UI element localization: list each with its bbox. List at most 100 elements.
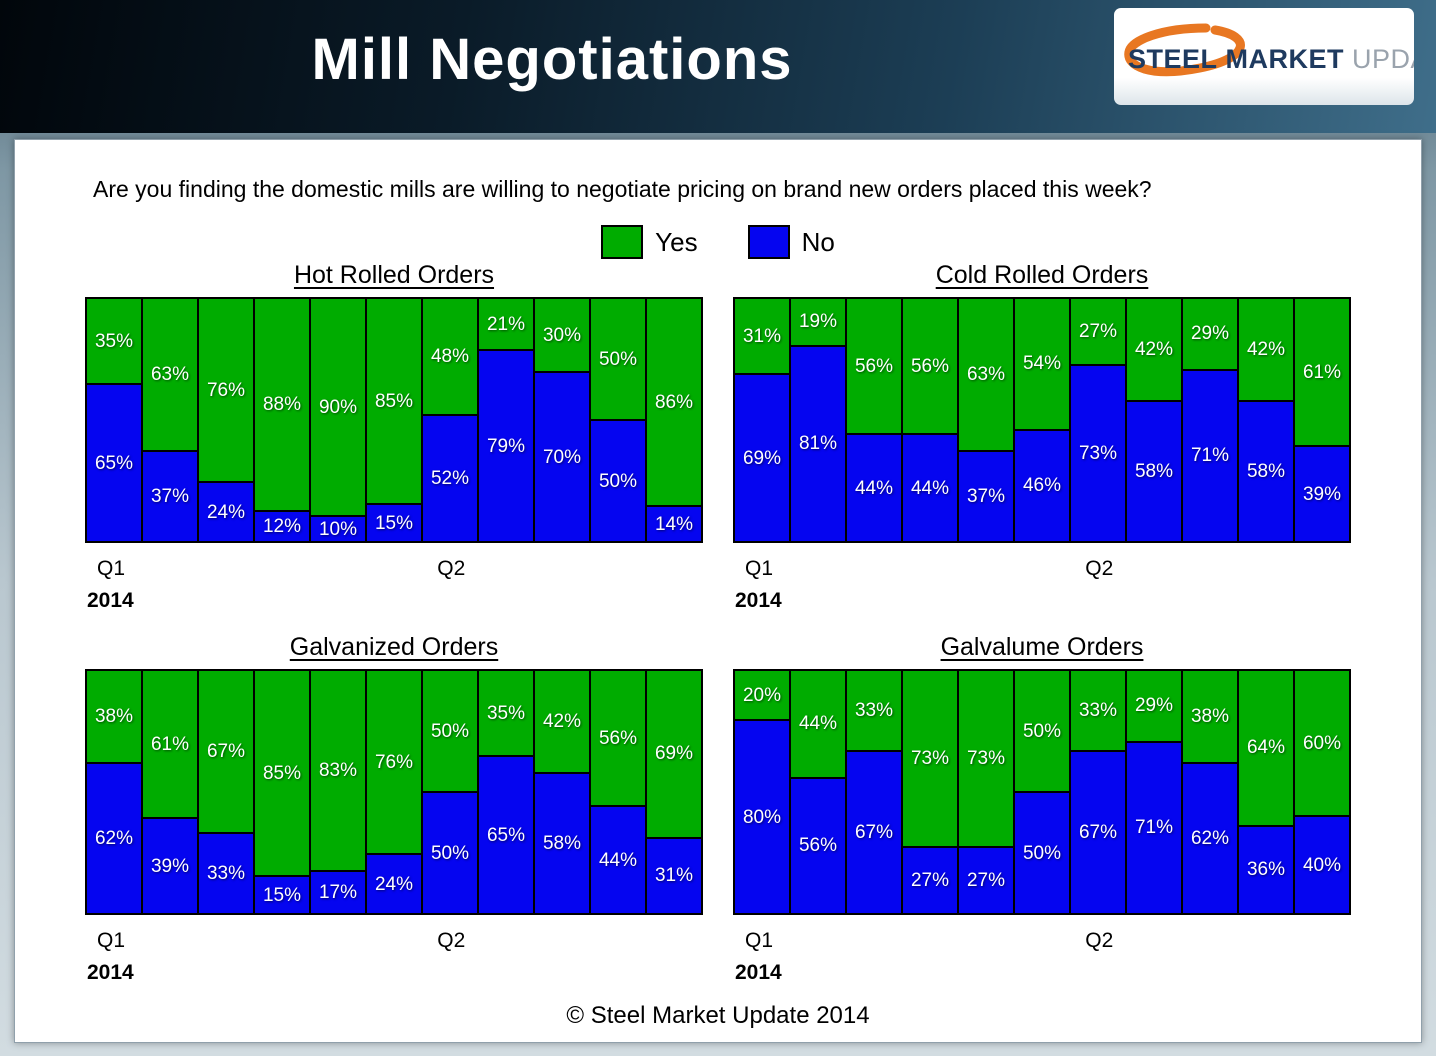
logo-swoosh-icon	[1124, 23, 1245, 77]
logo-word-market: MARKET	[1225, 44, 1345, 74]
bar-segment-yes: 19%	[790, 298, 846, 346]
bar-segment-yes: 29%	[1182, 298, 1238, 370]
bar-segment-yes: 83%	[310, 670, 366, 872]
bar-segment-yes: 35%	[478, 670, 534, 756]
bar-segment-no: 73%	[1070, 364, 1126, 542]
bar-segment-yes: 85%	[366, 298, 422, 504]
bar-value-label-yes: 61%	[1302, 361, 1342, 383]
bar-value-label-yes: 42%	[542, 710, 582, 732]
bar-segment-no: 44%	[902, 434, 958, 542]
bar-segment-yes: 67%	[198, 670, 254, 833]
bar: 42% 58%	[1126, 298, 1182, 542]
bar-value-label-yes: 38%	[1190, 706, 1230, 728]
bar: 83% 17%	[310, 670, 366, 914]
bar-value-label-no: 15%	[374, 512, 414, 534]
chart-hot-rolled-orders: Hot Rolled Orders 35% 65% 63% 37% 76% 24% 88% 12…	[85, 261, 703, 617]
bar-segment-no: 67%	[1070, 751, 1126, 914]
bar-segment-no: 15%	[366, 504, 422, 542]
smu-logo: STEELMARKETUPDATE	[1114, 8, 1414, 105]
bar-segment-no: 44%	[590, 806, 646, 914]
bar-segment-yes: 29%	[1126, 670, 1182, 742]
bar: 44% 56%	[790, 670, 846, 914]
bar-value-label-yes: 73%	[966, 748, 1006, 770]
x-label-q1: Q1	[745, 557, 774, 580]
bars-area-hot-rolled-orders: 35% 65% 63% 37% 76% 24% 88% 12% 90% 10% 85% 15% 48% 5…	[85, 297, 703, 543]
x-axis-hot-rolled-orders: Q1 Q2 2014	[85, 543, 703, 617]
bar-value-label-no: 71%	[1190, 445, 1230, 467]
bar-value-label-yes: 76%	[374, 751, 414, 773]
bar-value-label-no: 39%	[150, 855, 190, 877]
bar-value-label-no: 73%	[1078, 442, 1118, 464]
bar-segment-yes: 60%	[1294, 670, 1350, 816]
bar: 61% 39%	[142, 670, 198, 914]
bar: 63% 37%	[958, 298, 1014, 542]
legend: Yes No	[15, 225, 1421, 259]
bar-value-label-no: 37%	[966, 486, 1006, 508]
bar-segment-no: 12%	[254, 511, 310, 542]
bar-segment-no: 17%	[310, 871, 366, 914]
bar-segment-yes: 63%	[958, 298, 1014, 452]
bar-value-label-yes: 60%	[1302, 732, 1342, 754]
bar-value-label-no: 37%	[150, 486, 190, 508]
bar-value-label-yes: 29%	[1134, 695, 1174, 717]
bar-value-label-yes: 48%	[430, 346, 470, 368]
bar: 31% 69%	[734, 298, 790, 542]
bar: 90% 10%	[310, 298, 366, 542]
bar-segment-yes: 54%	[1014, 298, 1070, 430]
bar-segment-yes: 42%	[1238, 298, 1294, 401]
bar-segment-no: 24%	[198, 482, 254, 542]
bar: 29% 71%	[1126, 670, 1182, 914]
bar-value-label-yes: 50%	[430, 720, 470, 742]
bar-segment-yes: 56%	[902, 298, 958, 435]
bars-area-galvalume-orders: 20% 80% 44% 56% 33% 67% 73% 27% 73% 27% 50% 50% 33% 6…	[733, 669, 1351, 915]
bar-value-label-no: 67%	[1078, 822, 1118, 844]
bar-value-label-no: 33%	[206, 862, 246, 884]
bar-segment-yes: 69%	[646, 670, 702, 838]
bar-value-label-yes: 64%	[1246, 737, 1286, 759]
bar-value-label-no: 52%	[430, 468, 470, 490]
bar-value-label-no: 70%	[542, 446, 582, 468]
bar-value-label-yes: 73%	[910, 748, 950, 770]
bar-value-label-no: 69%	[742, 447, 782, 469]
bar-segment-yes: 31%	[734, 298, 790, 375]
bar-value-label-no: 65%	[94, 452, 134, 474]
bar-value-label-yes: 63%	[150, 364, 190, 386]
bar-segment-no: 56%	[790, 777, 846, 914]
bar-value-label-yes: 27%	[1078, 320, 1118, 342]
bar-segment-no: 14%	[646, 506, 702, 542]
bar-value-label-yes: 50%	[598, 348, 638, 370]
bar-value-label-yes: 44%	[798, 713, 838, 735]
bar-value-label-no: 31%	[654, 865, 694, 887]
bar: 19% 81%	[790, 298, 846, 542]
x-label-q1: Q1	[97, 557, 126, 580]
bar-value-label-yes: 56%	[854, 355, 894, 377]
bar-value-label-yes: 63%	[966, 364, 1006, 386]
bar-value-label-no: 44%	[598, 849, 638, 871]
bar: 56% 44%	[902, 298, 958, 542]
bar-segment-yes: 30%	[534, 298, 590, 372]
bar-segment-no: 36%	[1238, 825, 1294, 914]
bar-value-label-yes: 29%	[1190, 323, 1230, 345]
bar: 76% 24%	[198, 298, 254, 542]
charts-grid: Hot Rolled Orders 35% 65% 63% 37% 76% 24% 88% 12…	[85, 261, 1351, 989]
bar-segment-yes: 35%	[86, 298, 142, 384]
bar-value-label-yes: 90%	[318, 396, 358, 418]
bar-segment-no: 67%	[846, 751, 902, 914]
bar-segment-no: 62%	[86, 763, 142, 914]
bar-value-label-yes: 76%	[206, 379, 246, 401]
bar: 38% 62%	[86, 670, 142, 914]
bar-value-label-yes: 38%	[94, 706, 134, 728]
bar-segment-no: 24%	[366, 854, 422, 914]
bar-segment-yes: 50%	[422, 670, 478, 792]
bar-segment-yes: 20%	[734, 670, 790, 720]
bar: 60% 40%	[1294, 670, 1350, 914]
bar-segment-yes: 33%	[1070, 670, 1126, 752]
bar-segment-no: 71%	[1182, 369, 1238, 542]
bar: 54% 46%	[1014, 298, 1070, 542]
bar: 29% 71%	[1182, 298, 1238, 542]
bar-value-label-yes: 35%	[486, 702, 526, 724]
bar-value-label-no: 39%	[1302, 483, 1342, 505]
logo-word-update: UPDATE	[1352, 44, 1414, 74]
bar-segment-yes: 76%	[198, 298, 254, 483]
bar: 42% 58%	[534, 670, 590, 914]
